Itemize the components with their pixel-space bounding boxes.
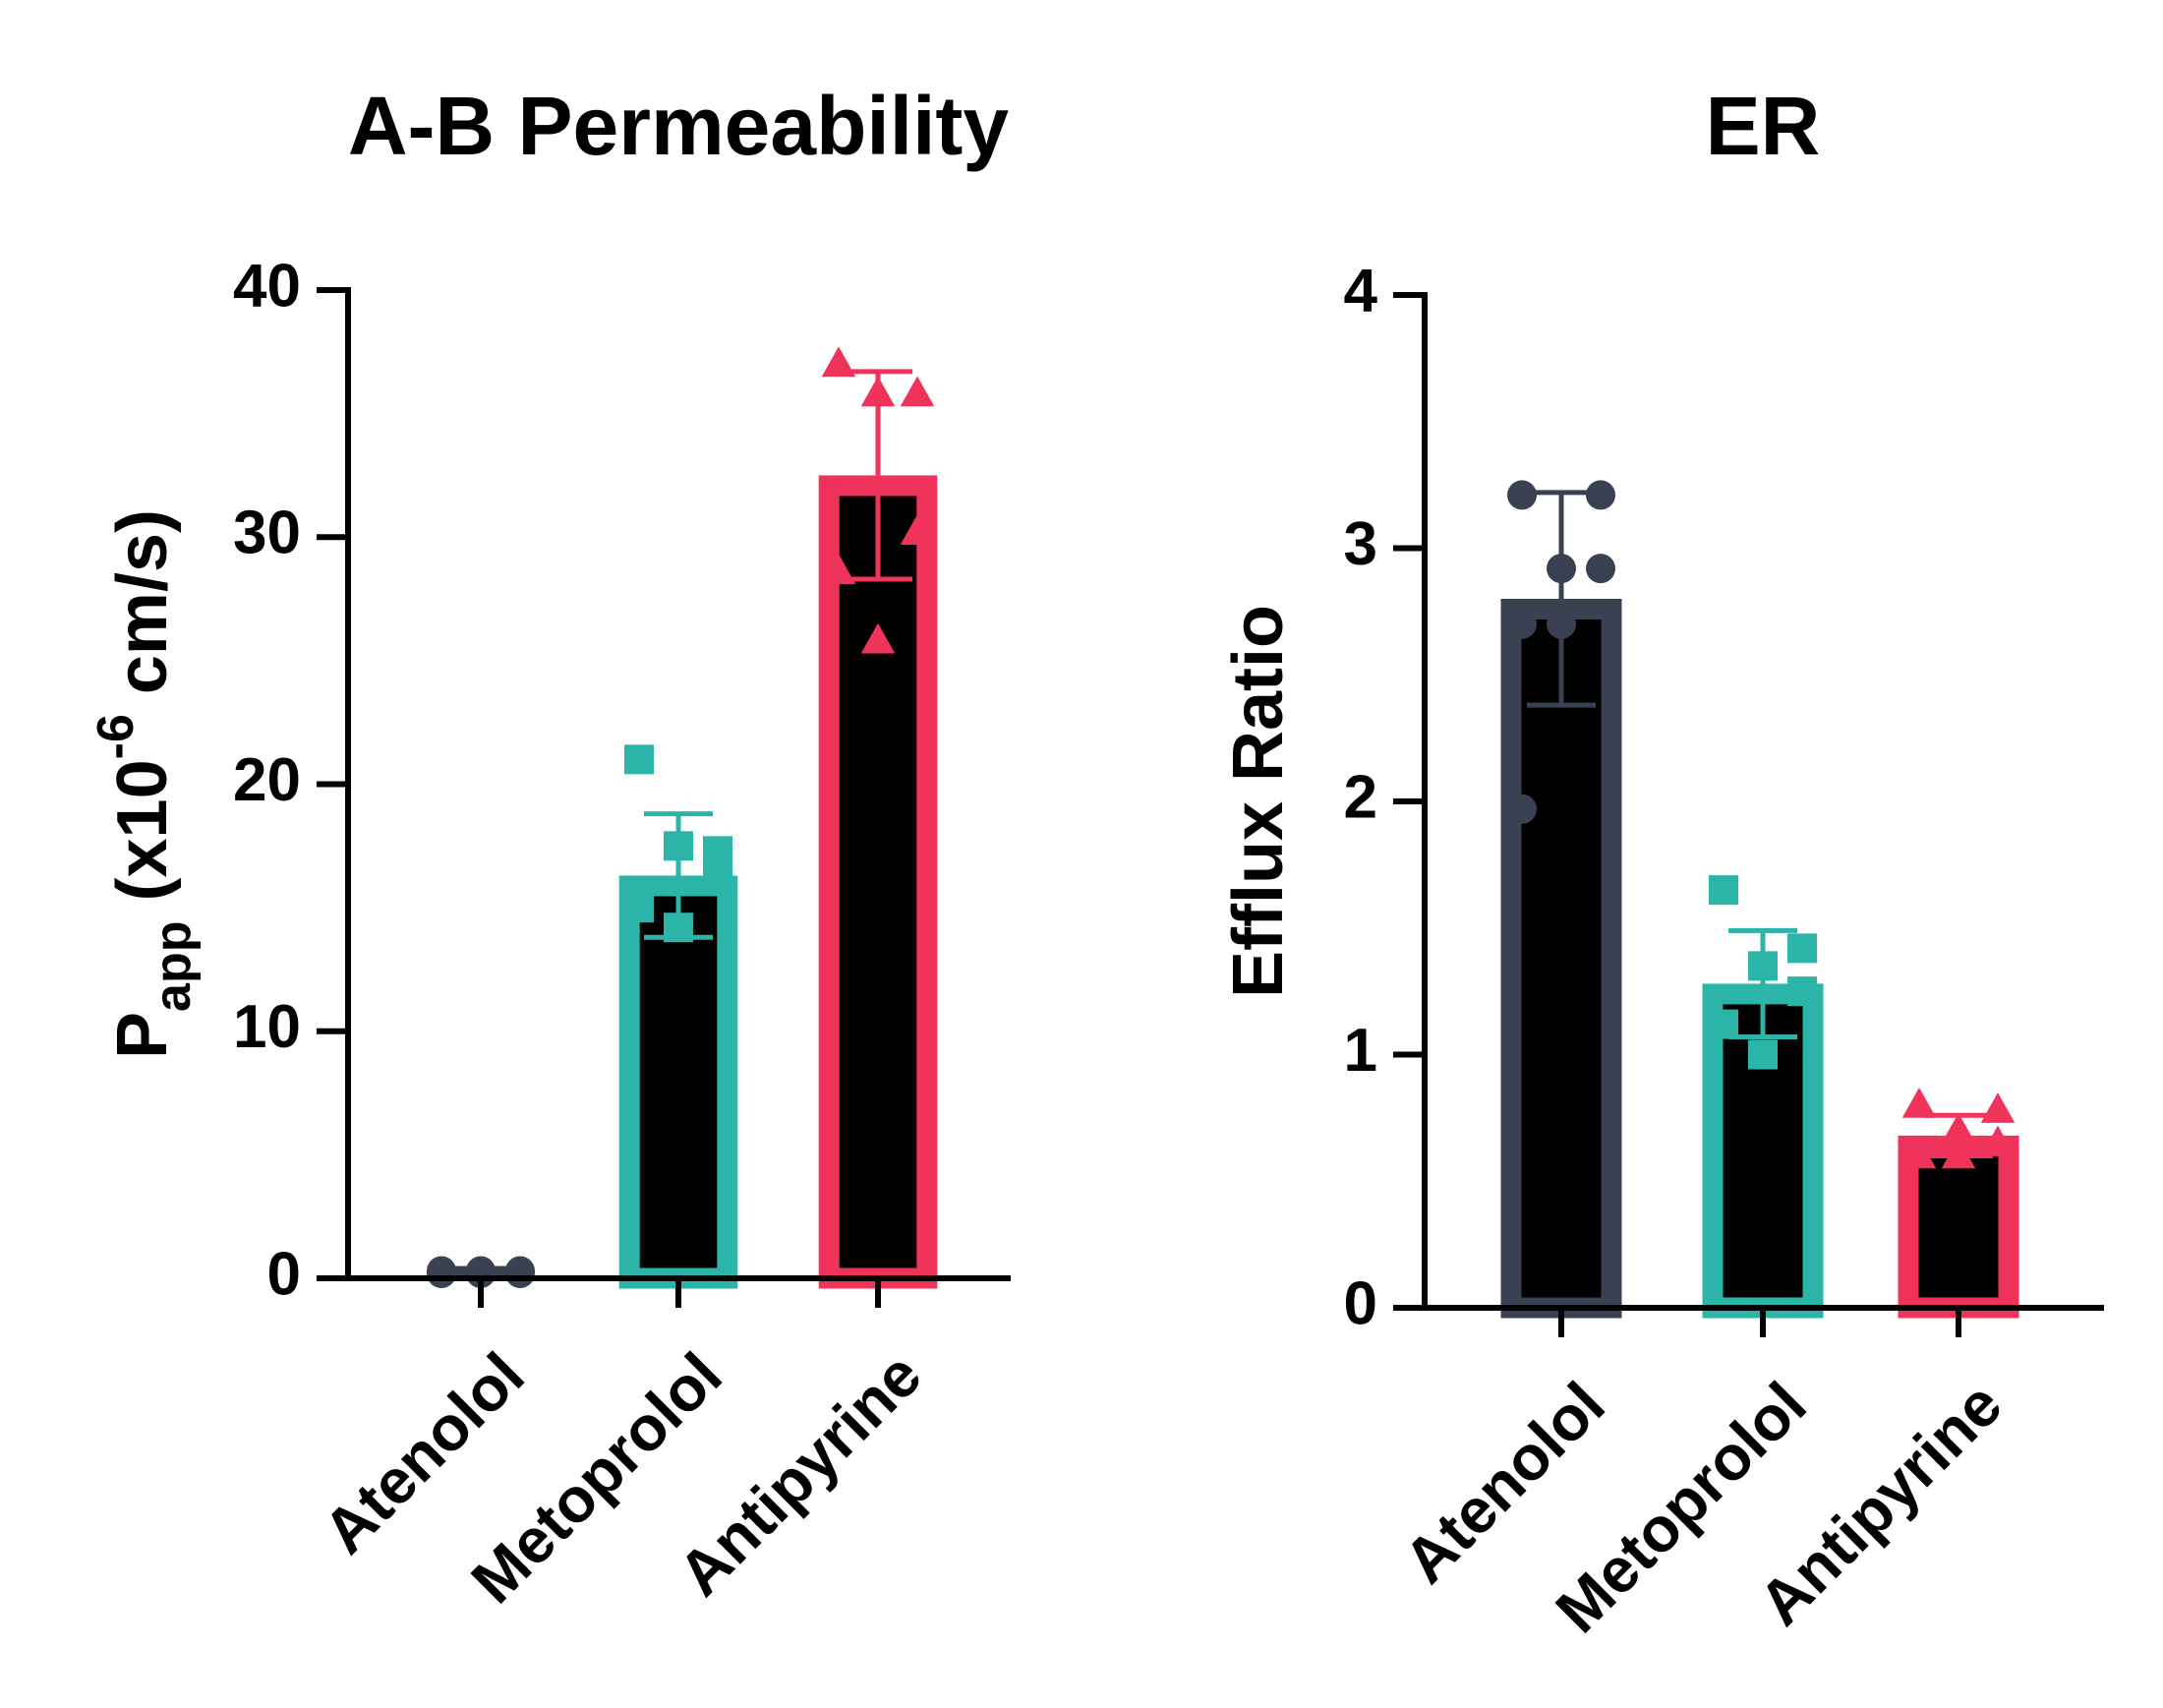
- data-point: [860, 622, 896, 654]
- data-point: [1941, 1138, 1976, 1169]
- data-point: [703, 862, 732, 893]
- bar: [618, 875, 738, 1289]
- y-axis-label: Papp (x10-6 cm/s): [88, 509, 202, 1059]
- bar: [1898, 1135, 2019, 1319]
- data-point: [664, 831, 693, 861]
- data-point: [1547, 554, 1576, 584]
- y-tick-label: 2: [1344, 763, 1377, 831]
- error-bar: [1728, 927, 1797, 1039]
- data-point: [703, 836, 732, 866]
- y-tick-label: 40: [233, 252, 301, 320]
- data-point: [1709, 1009, 1738, 1039]
- y-tick-label: 4: [1344, 257, 1378, 324]
- y-axis-label-part: -6: [88, 714, 145, 759]
- data-point: [1748, 951, 1778, 981]
- data-point: [1507, 609, 1537, 639]
- data-point: [624, 893, 654, 923]
- y-tick-label: 30: [233, 500, 301, 567]
- chart-title: A-B Permeability: [348, 80, 1009, 172]
- data-point: [900, 376, 935, 407]
- data-point: [1941, 1112, 1976, 1144]
- bar: [1500, 599, 1622, 1319]
- data-point: [664, 913, 693, 943]
- y-axis-label-part: P: [103, 1012, 182, 1059]
- error-bar: [1527, 490, 1596, 708]
- data-point: [860, 376, 896, 407]
- data-point: [821, 346, 856, 378]
- data-point: [1980, 1092, 2016, 1123]
- bar: [818, 475, 938, 1289]
- y-tick-label: 10: [233, 993, 301, 1061]
- data-point: [1787, 976, 1817, 1007]
- y-tick-label: 0: [267, 1240, 301, 1308]
- data-point: [1901, 1138, 1937, 1169]
- data-point: [505, 1258, 535, 1288]
- data-point: [1586, 554, 1615, 584]
- y-axis-label-part: Efflux Ratio: [1219, 605, 1298, 998]
- y-tick-label: 3: [1344, 510, 1377, 578]
- data-point: [1787, 933, 1817, 964]
- data-point: [624, 744, 654, 775]
- y-tick-label: 0: [1344, 1269, 1377, 1337]
- data-point: [1507, 794, 1537, 824]
- data-point: [821, 554, 856, 585]
- data-point: [1980, 1125, 2016, 1156]
- data-point: [1586, 480, 1615, 510]
- data-point: [1748, 1039, 1778, 1070]
- y-axis-label-part: cm/s): [103, 509, 182, 714]
- y-tick-label: 20: [233, 746, 301, 814]
- data-point: [1901, 1088, 1937, 1118]
- data-point: [1507, 480, 1537, 510]
- y-axis-label: Efflux Ratio: [1219, 605, 1298, 998]
- data-point: [1709, 875, 1738, 906]
- y-axis-label-part: (x10: [103, 759, 182, 920]
- y-tick-label: 1: [1344, 1017, 1377, 1085]
- chart-title: ER: [1706, 80, 1821, 172]
- data-point: [900, 514, 935, 545]
- data-point: [1547, 609, 1576, 639]
- y-axis-label-part: app: [145, 920, 202, 1011]
